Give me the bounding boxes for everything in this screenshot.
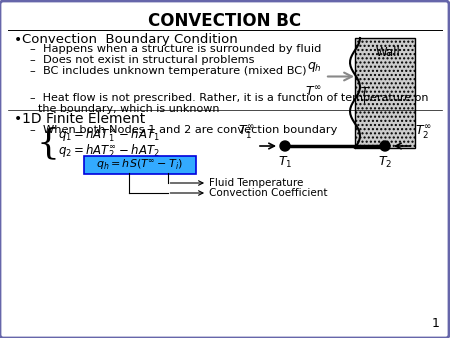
Text: $T_2$: $T_2$ bbox=[378, 155, 392, 170]
Text: 1: 1 bbox=[432, 317, 440, 330]
FancyBboxPatch shape bbox=[84, 156, 196, 174]
Text: $q_h$: $q_h$ bbox=[307, 61, 322, 74]
Text: $T_2^\infty$: $T_2^\infty$ bbox=[415, 123, 432, 141]
Text: Wall: Wall bbox=[376, 46, 400, 59]
Text: CONVECTION BC: CONVECTION BC bbox=[148, 12, 302, 30]
Text: the boundary, which is unknown: the boundary, which is unknown bbox=[38, 104, 220, 114]
Text: $T_1^\infty$: $T_1^\infty$ bbox=[238, 123, 255, 141]
Text: Convection Coefficient: Convection Coefficient bbox=[209, 188, 328, 198]
Text: •: • bbox=[14, 33, 22, 47]
Text: –  Happens when a structure is surrounded by fluid: – Happens when a structure is surrounded… bbox=[30, 44, 321, 54]
Text: –  Does not exist in structural problems: – Does not exist in structural problems bbox=[30, 55, 255, 65]
Text: Convection  Boundary Condition: Convection Boundary Condition bbox=[22, 33, 238, 46]
Circle shape bbox=[380, 141, 390, 151]
Text: –  When both Nodes 1 and 2 are convection boundary: – When both Nodes 1 and 2 are convection… bbox=[30, 125, 338, 135]
Text: $q_2 = hAT_2^\infty - hAT_2$: $q_2 = hAT_2^\infty - hAT_2$ bbox=[58, 142, 160, 160]
Bar bbox=[355, 38, 415, 148]
Text: –  Heat flow is not prescribed. Rather, it is a function of temperature on: – Heat flow is not prescribed. Rather, i… bbox=[30, 93, 428, 103]
Text: $q_1 = hAT_1^\infty - hAT_1$: $q_1 = hAT_1^\infty - hAT_1$ bbox=[58, 126, 160, 144]
Text: $T^\infty$: $T^\infty$ bbox=[305, 86, 322, 100]
Text: –  BC includes unknown temperature (mixed BC): – BC includes unknown temperature (mixed… bbox=[30, 66, 306, 76]
Text: •: • bbox=[14, 112, 22, 126]
Circle shape bbox=[280, 141, 290, 151]
Text: 1D Finite Element: 1D Finite Element bbox=[22, 112, 145, 126]
Text: $T_1$: $T_1$ bbox=[278, 155, 292, 170]
Text: $T$: $T$ bbox=[360, 86, 370, 98]
Text: Fluid Temperature: Fluid Temperature bbox=[209, 178, 303, 188]
Text: {: { bbox=[36, 126, 59, 160]
Text: $q_h = hS(T^\infty - T_i)$: $q_h = hS(T^\infty - T_i)$ bbox=[96, 158, 184, 172]
